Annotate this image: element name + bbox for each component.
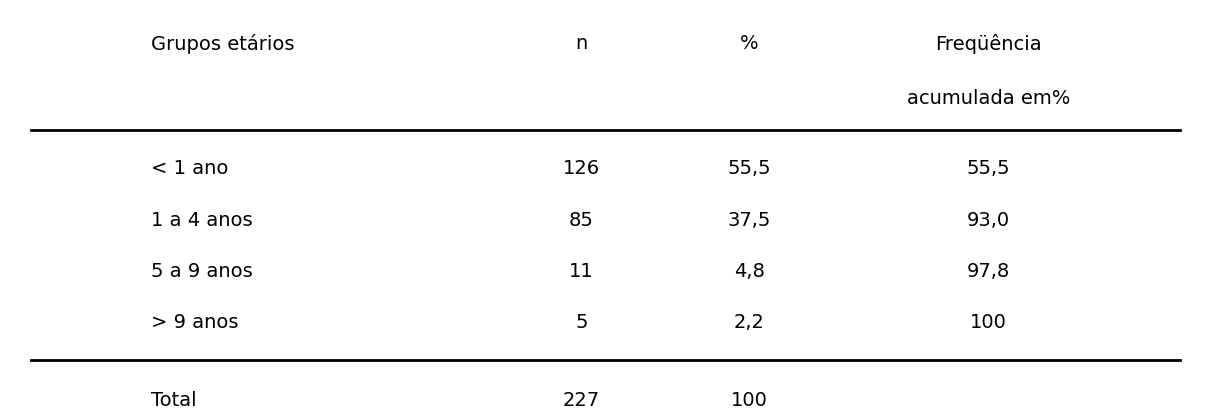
Text: < 1 ano: < 1 ano xyxy=(150,159,228,178)
Text: 5: 5 xyxy=(575,313,587,332)
Text: 85: 85 xyxy=(569,211,593,230)
Text: 37,5: 37,5 xyxy=(728,211,771,230)
Text: 4,8: 4,8 xyxy=(734,262,764,281)
Text: 5 a 9 anos: 5 a 9 anos xyxy=(150,262,252,281)
Text: %: % xyxy=(740,34,758,53)
Text: 1 a 4 anos: 1 a 4 anos xyxy=(150,211,252,230)
Text: Freqüência: Freqüência xyxy=(935,34,1041,54)
Text: 93,0: 93,0 xyxy=(968,211,1010,230)
Text: 227: 227 xyxy=(563,391,601,410)
Text: 97,8: 97,8 xyxy=(966,262,1010,281)
Text: > 9 anos: > 9 anos xyxy=(150,313,239,332)
Text: 100: 100 xyxy=(730,391,768,410)
Text: 2,2: 2,2 xyxy=(734,313,764,332)
Text: 126: 126 xyxy=(563,159,601,178)
Text: n: n xyxy=(575,34,587,53)
Text: acumulada em%: acumulada em% xyxy=(907,89,1071,108)
Text: 55,5: 55,5 xyxy=(728,159,771,178)
Text: 100: 100 xyxy=(970,313,1008,332)
Text: 11: 11 xyxy=(569,262,593,281)
Text: Grupos etários: Grupos etários xyxy=(150,34,294,54)
Text: 55,5: 55,5 xyxy=(966,159,1010,178)
Text: Total: Total xyxy=(150,391,196,410)
